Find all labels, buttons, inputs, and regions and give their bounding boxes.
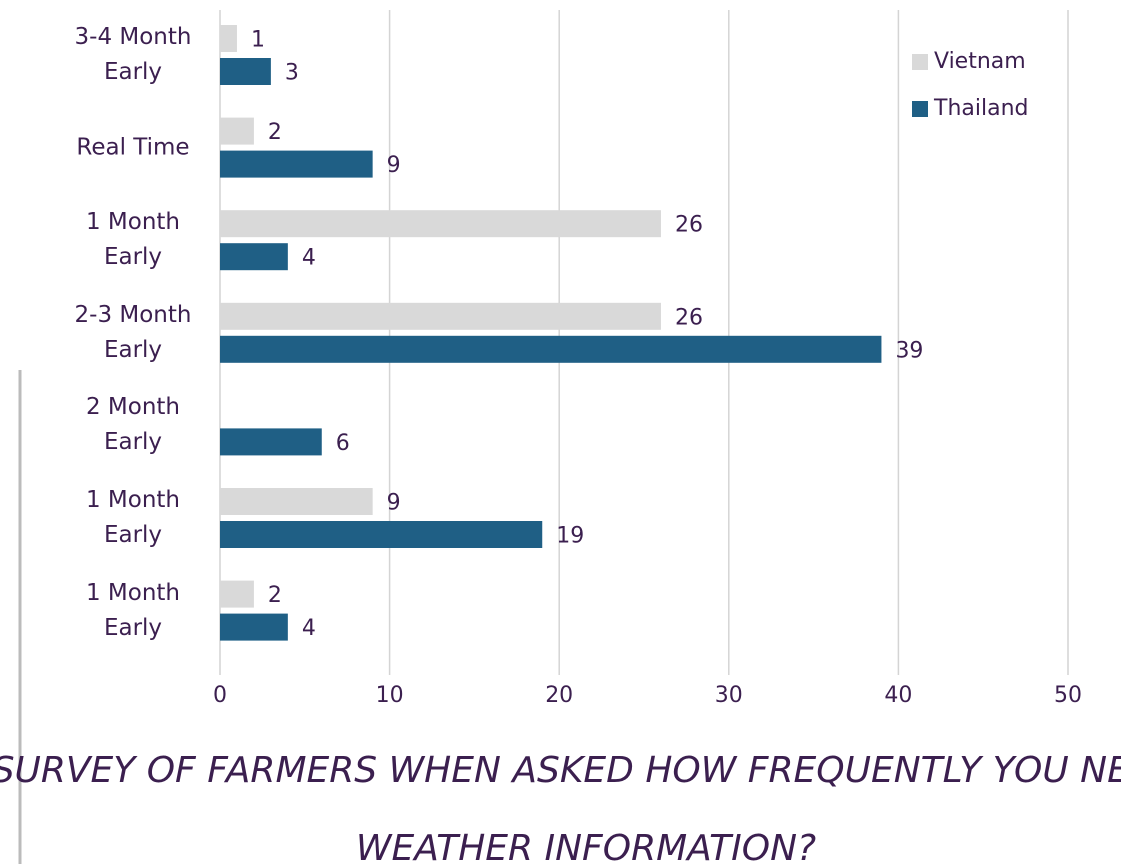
y-tick-label: 2 Month Early xyxy=(85,394,181,456)
bar xyxy=(220,210,661,238)
y-tick-label: Real Time xyxy=(76,134,190,161)
x-tick-label: 10 xyxy=(376,683,404,708)
value-label: 4 xyxy=(302,616,316,641)
value-label: 2 xyxy=(268,583,282,608)
bar xyxy=(220,243,288,271)
legend-label: Vietnam xyxy=(934,49,1026,74)
value-label: 26 xyxy=(675,213,703,238)
value-label: 1 xyxy=(251,28,265,53)
value-label: 26 xyxy=(675,305,703,330)
bar xyxy=(220,580,254,608)
bar xyxy=(220,335,882,363)
bar xyxy=(220,58,271,85)
legend-swatch xyxy=(912,54,928,70)
value-label: 9 xyxy=(387,491,401,516)
value-label: 6 xyxy=(336,431,350,456)
y-tick-label: 1 Month Early xyxy=(85,209,181,271)
x-tick-label: 0 xyxy=(213,683,227,708)
bar xyxy=(220,150,373,178)
value-label: 3 xyxy=(285,61,299,86)
bar xyxy=(220,428,322,456)
y-tick-label: 3-4 Month Early xyxy=(74,24,192,85)
value-label: 19 xyxy=(556,524,584,549)
x-tick-label: 30 xyxy=(715,683,743,708)
bar xyxy=(220,488,373,515)
y-tick-label: 1 Month Early xyxy=(85,487,181,548)
legend-label: Thailand xyxy=(933,96,1028,121)
value-label: 9 xyxy=(387,153,401,178)
x-tick-label: 40 xyxy=(884,683,912,708)
bar xyxy=(220,25,237,52)
bar xyxy=(220,521,543,548)
bar xyxy=(220,117,254,145)
value-label: 2 xyxy=(268,120,282,145)
legend-swatch xyxy=(912,101,928,117)
bar xyxy=(220,302,661,330)
y-tick-label: 1 Month Early xyxy=(85,579,181,641)
value-label: 39 xyxy=(895,338,923,363)
x-tick-label: 50 xyxy=(1054,683,1082,708)
bar xyxy=(220,613,288,641)
title-text: SURVEY OF FARMERS WHEN ASKED HOW FREQUEN… xyxy=(0,750,1121,864)
x-tick-label: 20 xyxy=(545,683,573,708)
chart-title: SURVEY OF FARMERS WHEN ASKED HOW FREQUEN… xyxy=(0,732,1121,864)
y-tick-label: 2-3 Month Early xyxy=(74,301,192,363)
value-label: 4 xyxy=(302,246,316,271)
